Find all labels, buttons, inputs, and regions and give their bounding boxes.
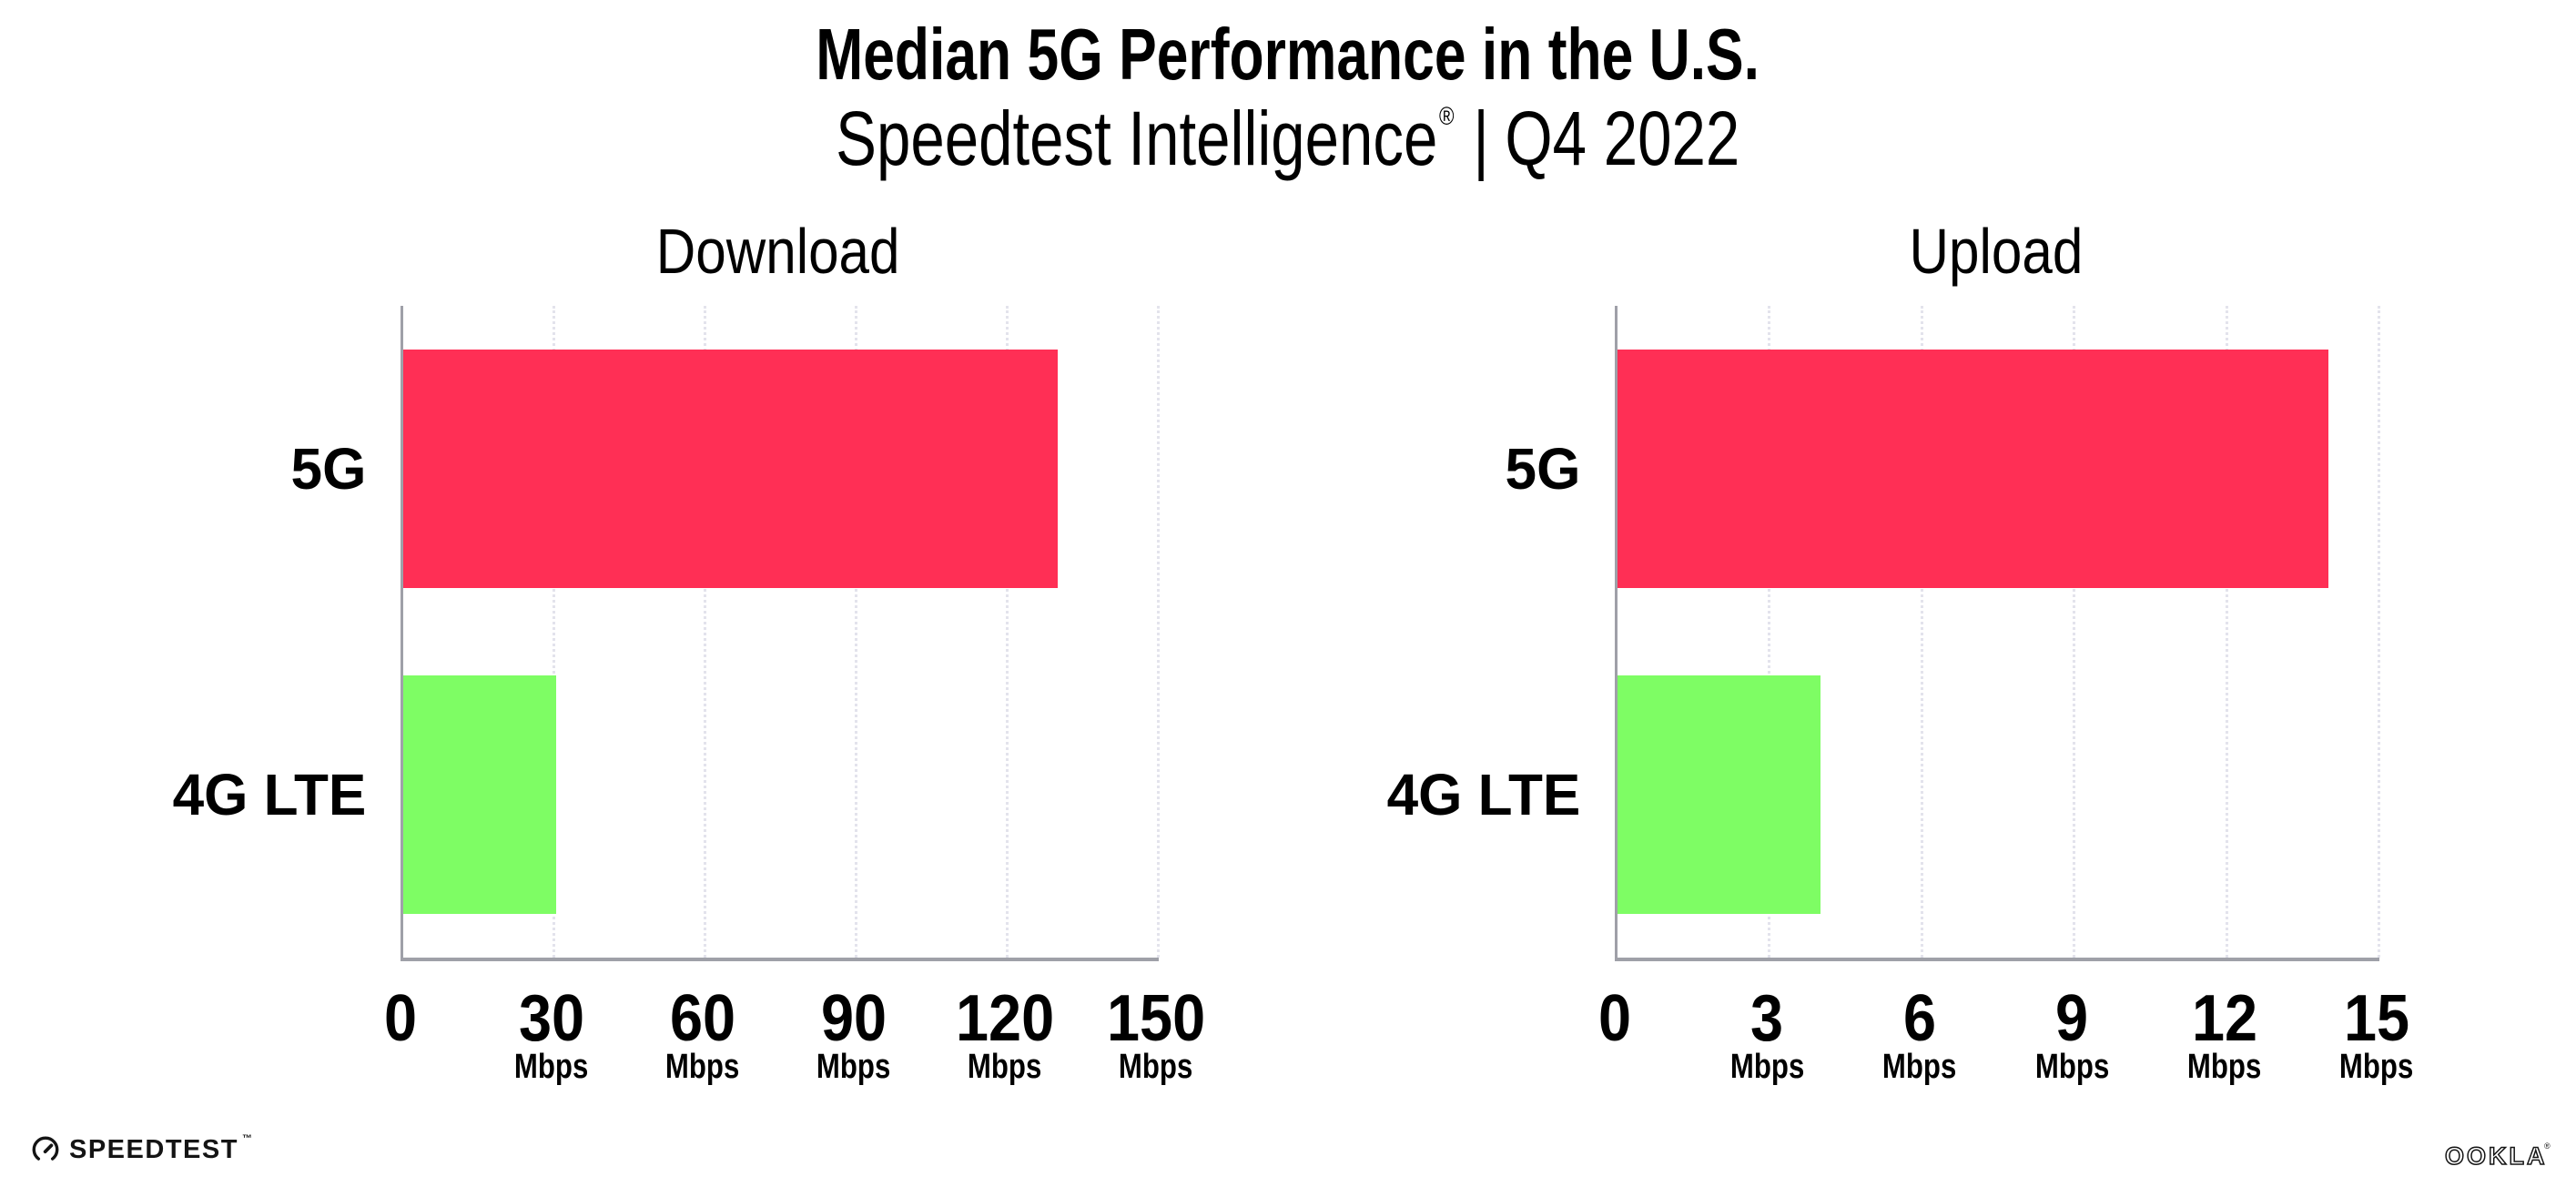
x-tick-value-download-60: 60 [669, 982, 736, 1055]
x-tick-unit-text-download-150: Mbps [1119, 1048, 1193, 1086]
category-label-4g-lte-download: 4G LTE [0, 758, 366, 831]
gridline-upload-12 [2225, 306, 2228, 958]
x-tick-value-upload-12: 12 [2191, 982, 2257, 1055]
category-label-text-4g-lte-download: 4G LTE [172, 762, 366, 827]
x-tick-value-upload-6: 6 [1902, 982, 1936, 1055]
ookla-registered-mark: ® [2544, 1141, 2551, 1151]
x-tick-unit-text-upload-12: Mbps [2186, 1048, 2262, 1086]
x-tick-upload-12: 12 [2125, 985, 2325, 1052]
x-tick-download-90: 90 [754, 985, 954, 1052]
bar-5g-upload [1618, 350, 2329, 588]
gridline-upload-15 [2378, 306, 2380, 958]
speedtest-logo: SPEEDTEST ™ [31, 1133, 252, 1164]
gridline-upload-9 [2073, 306, 2076, 958]
x-tick-upload-15: 15 [2277, 985, 2477, 1052]
page-title: Median 5G Performance in the U.S. [0, 13, 2576, 96]
x-tick-value-download-120: 120 [955, 982, 1055, 1055]
x-tick-value-download-150: 150 [1106, 982, 1206, 1055]
ookla-logo: OOKLA ® [2444, 1140, 2552, 1175]
page-subtitle-text: Speedtest Intelligence® | Q4 2022 [836, 95, 1739, 183]
x-tick-value-download-90: 90 [820, 982, 887, 1055]
x-tick-unit-text-download-90: Mbps [816, 1048, 891, 1086]
category-label-5g-upload: 5G [1198, 432, 1580, 505]
gridline-upload-3 [1768, 306, 1771, 958]
x-tick-unit-text-upload-6: Mbps [1882, 1048, 1957, 1086]
x-tick-value-download-30: 30 [518, 982, 585, 1055]
x-tick-value-download-0: 0 [383, 982, 418, 1055]
x-tick-unit-text-upload-9: Mbps [2034, 1048, 2109, 1086]
chart-title-text-upload: Upload [1909, 216, 2083, 287]
chart-title-text-download: Download [656, 216, 900, 287]
category-label-4g-lte-upload: 4G LTE [1198, 758, 1580, 831]
bar-5g-download [403, 350, 1059, 588]
x-tick-unit-text-upload-3: Mbps [1729, 1048, 1805, 1086]
x-tick-unit-text-download-60: Mbps [665, 1048, 740, 1086]
x-tick-unit-upload-3: Mbps [1667, 1049, 1867, 1085]
gridline-upload-6 [1920, 306, 1923, 958]
gridline-download-150 [1157, 306, 1160, 958]
x-tick-value-upload-9: 9 [2055, 982, 2089, 1055]
registered-mark: ® [1439, 102, 1455, 130]
x-tick-unit-upload-6: Mbps [1820, 1049, 2020, 1085]
page-subtitle: Speedtest Intelligence® | Q4 2022 [0, 95, 2576, 183]
gridline-download-120 [1006, 306, 1009, 958]
ookla-wordmark-text: OOKLA [2445, 1142, 2548, 1170]
category-label-text-5g-download: 5G [290, 436, 366, 502]
bar-4g-lte-upload [1618, 675, 1821, 914]
ookla-wordmark-icon: OOKLA ® [2444, 1141, 2551, 1171]
x-tick-unit-text-upload-15: Mbps [2339, 1048, 2414, 1086]
x-tick-unit-download-150: Mbps [1056, 1049, 1256, 1085]
x-tick-upload-3: 3 [1667, 985, 1867, 1052]
speedtest-trademark-mark: ™ [241, 1133, 252, 1144]
x-tick-unit-upload-12: Mbps [2125, 1049, 2325, 1085]
page-title-text: Median 5G Performance in the U.S. [816, 14, 1760, 95]
subtitle-period: Q4 2022 [1505, 96, 1740, 181]
x-tick-unit-download-90: Mbps [754, 1049, 954, 1085]
x-tick-value-upload-0: 0 [1597, 982, 1632, 1055]
category-label-text-4g-lte-upload: 4G LTE [1386, 762, 1580, 827]
x-tick-download-120: 120 [905, 985, 1105, 1052]
x-tick-download-0: 0 [300, 985, 501, 1052]
x-tick-download-60: 60 [603, 985, 803, 1052]
category-label-5g-download: 5G [0, 432, 366, 505]
gridline-download-60 [704, 306, 706, 958]
x-tick-unit-text-download-30: Mbps [514, 1048, 589, 1086]
x-tick-upload-9: 9 [1972, 985, 2172, 1052]
x-tick-unit-download-120: Mbps [905, 1049, 1105, 1085]
subtitle-brand: Speedtest Intelligence [836, 96, 1438, 181]
x-tick-download-150: 150 [1056, 985, 1256, 1052]
x-tick-unit-upload-15: Mbps [2277, 1049, 2477, 1085]
x-tick-value-upload-3: 3 [1750, 982, 1784, 1055]
x-tick-unit-download-30: Mbps [451, 1049, 652, 1085]
chart-title-upload: Upload [1615, 215, 2377, 288]
speedtest-gauge-icon [32, 1136, 59, 1161]
category-label-text-5g-upload: 5G [1505, 436, 1580, 502]
x-tick-value-upload-15: 15 [2343, 982, 2410, 1055]
plot-area-upload [1615, 306, 2380, 961]
x-tick-unit-download-60: Mbps [603, 1049, 803, 1085]
bar-4g-lte-download [403, 675, 557, 914]
subtitle-separator: | [1473, 96, 1490, 181]
x-tick-unit-text-download-120: Mbps [968, 1048, 1042, 1086]
gridline-download-90 [855, 306, 857, 958]
x-tick-upload-0: 0 [1515, 985, 1715, 1052]
plot-area-download [401, 306, 1160, 961]
x-tick-upload-6: 6 [1820, 985, 2020, 1052]
chart-title-download: Download [401, 215, 1156, 288]
speedtest-wordmark: SPEEDTEST [69, 1135, 238, 1164]
x-tick-unit-upload-9: Mbps [1972, 1049, 2172, 1085]
gridline-download-30 [553, 306, 555, 958]
x-tick-download-30: 30 [451, 985, 652, 1052]
